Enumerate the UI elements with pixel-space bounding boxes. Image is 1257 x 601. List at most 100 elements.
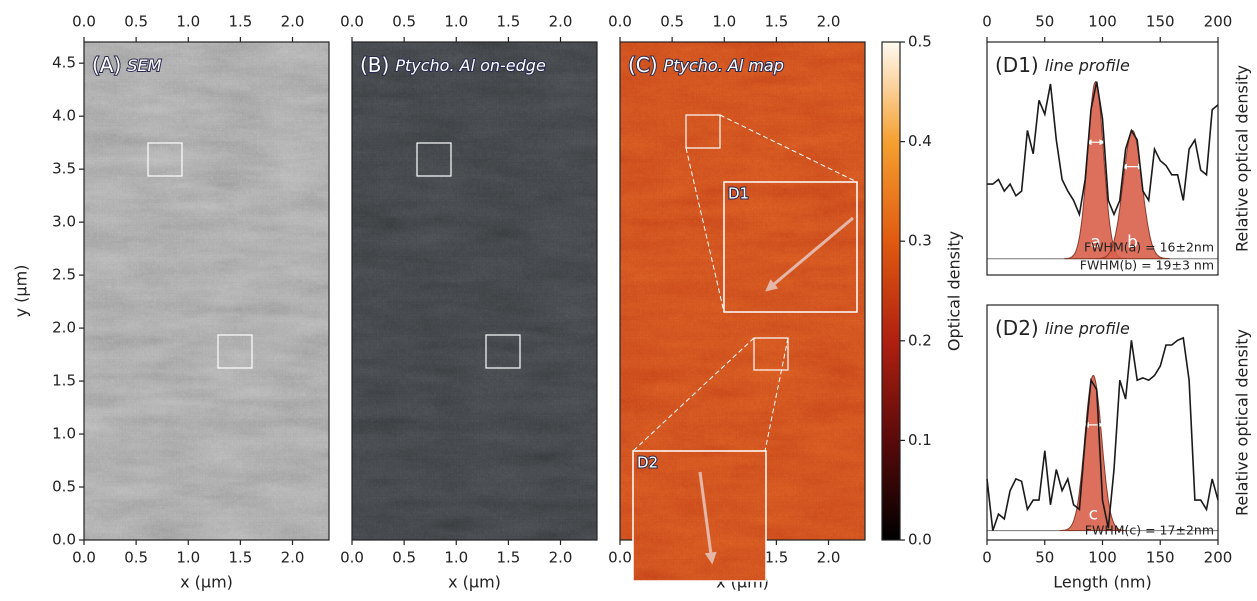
y-tick-label: 3.5: [52, 160, 76, 178]
x-tick-label: 50: [1035, 549, 1054, 567]
panel-subtitle: Ptycho. Al map: [664, 56, 784, 75]
x-tick-label: 0.5: [392, 13, 416, 31]
x-tick-label: 0.0: [72, 549, 96, 567]
x-tick-label: 200: [1204, 13, 1233, 31]
x-tick-label: 2.0: [817, 13, 841, 31]
panel-letter: (C): [628, 53, 658, 77]
zoom-line: [685, 147, 725, 313]
y-tick-label: 0.5: [52, 478, 76, 496]
x-tick-label: 0.5: [124, 13, 148, 31]
x-tick-label: 2.0: [817, 549, 841, 567]
image-grain: [84, 42, 329, 540]
inset-grain: [724, 182, 857, 312]
x-tick-label: 0.0: [608, 13, 632, 31]
x-tick-label: 1.5: [764, 549, 788, 567]
panel-letter: (A): [92, 53, 121, 77]
x-tick-label: 0.5: [660, 13, 684, 31]
panel-label: (B) Ptycho. Al on-edge: [360, 53, 546, 77]
x-tick-label: 1.0: [176, 549, 200, 567]
x-tick-label: 100: [1088, 13, 1117, 31]
y-tick-label: 3.0: [52, 213, 76, 231]
profile-line: [986, 336, 1219, 531]
colorbar-tick-label: 0.5: [908, 33, 932, 51]
x-tick-label: 2.0: [549, 13, 573, 31]
x-tick-label: 1.0: [176, 13, 200, 31]
x-tick-label: 100: [1088, 549, 1117, 567]
region-box: [416, 142, 452, 177]
x-tick-label: 0: [982, 13, 992, 31]
colorbar-tick-label: 0.3: [908, 232, 932, 250]
x-axis-label: x (µm): [180, 573, 233, 592]
panel-letter: (D1): [995, 53, 1039, 77]
region-box: [685, 114, 721, 149]
y-tick-label: 0.0: [52, 531, 76, 549]
y-axis-label: y (µm): [12, 265, 31, 318]
colorbar-tick-label: 0.1: [908, 431, 932, 449]
y-tick-label: 1.5: [52, 372, 76, 390]
x-tick-label: 1.5: [496, 549, 520, 567]
x-tick-label: 1.0: [444, 549, 468, 567]
colorbar-tick-label: 0.4: [908, 132, 932, 150]
colorbar: [881, 41, 901, 541]
colorbar-label: Optical density: [945, 231, 964, 351]
x-tick-label: 0.0: [340, 13, 364, 31]
inset-arrow: [765, 216, 854, 292]
x-tick-label: 1.5: [496, 13, 520, 31]
y-tick-label: 4.0: [52, 107, 76, 125]
region-box: [217, 334, 253, 369]
x-tick-label: 1.5: [228, 13, 252, 31]
x-axis-label: Length (nm): [1053, 573, 1151, 592]
x-tick-label: 150: [1146, 13, 1175, 31]
x-tick-label: 0.0: [608, 549, 632, 567]
y-tick-label: 2.0: [52, 319, 76, 337]
annotation: FWHM(c) = 17±2nm: [1085, 523, 1214, 538]
y-axis-label: Relative optical density: [1233, 65, 1252, 252]
x-tick-label: 0: [982, 549, 992, 567]
zoom-line: [764, 337, 789, 452]
x-tick-label: 0.0: [72, 13, 96, 31]
x-tick-label: 200: [1204, 549, 1233, 567]
x-tick-label: 2.0: [281, 549, 305, 567]
panel-label: (D1) line profile: [995, 53, 1130, 77]
x-tick-label: 1.5: [228, 549, 252, 567]
region-box: [485, 334, 521, 369]
panel-label: (A) SEM: [92, 53, 162, 77]
panel-letter: (D2): [995, 316, 1039, 340]
colorbar-tick-label: 0.2: [908, 331, 932, 349]
x-tick-label: 0.5: [124, 549, 148, 567]
region-box: [753, 337, 789, 371]
inset-frame: [723, 181, 858, 313]
region-box: [147, 142, 183, 177]
x-tick-label: 50: [1035, 13, 1054, 31]
y-tick-label: 4.5: [52, 54, 76, 72]
x-tick-label: 0.0: [340, 549, 364, 567]
inset-frame: [632, 450, 767, 582]
x-tick-label: 0.5: [392, 549, 416, 567]
colorbar-tick-label: 0.0: [908, 531, 932, 549]
fit-label: c: [1089, 505, 1098, 525]
zoom-line: [719, 114, 858, 183]
fit-label: b: [1127, 233, 1138, 253]
gaussian-fit: [1095, 130, 1170, 260]
y-axis-label: Relative optical density: [1233, 329, 1252, 516]
y-tick-label: 1.0: [52, 425, 76, 443]
panel-subtitle: Ptycho. Al on-edge: [395, 56, 546, 75]
frame: [83, 41, 330, 541]
inset-arrow: [698, 471, 717, 565]
frame: [351, 41, 598, 541]
panel-letter: (B): [360, 53, 389, 77]
annotation: FWHM(a) = 16±2nm: [1084, 240, 1214, 255]
gaussian-fit: [1059, 374, 1127, 531]
inset-label: D1: [728, 185, 749, 203]
zoom-line: [632, 337, 755, 452]
annotation: FWHM(b) = 19±3 nm: [1080, 258, 1214, 273]
y-tick-label: 2.5: [52, 266, 76, 284]
x-axis-label: x (µm): [448, 573, 501, 592]
image-grain: [352, 42, 597, 540]
x-tick-label: 2.0: [549, 549, 573, 567]
panel-subtitle: SEM: [127, 56, 161, 75]
profile-line: [987, 81, 1219, 218]
panel-subtitle: line profile: [1045, 319, 1130, 338]
x-tick-label: 1.5: [764, 13, 788, 31]
